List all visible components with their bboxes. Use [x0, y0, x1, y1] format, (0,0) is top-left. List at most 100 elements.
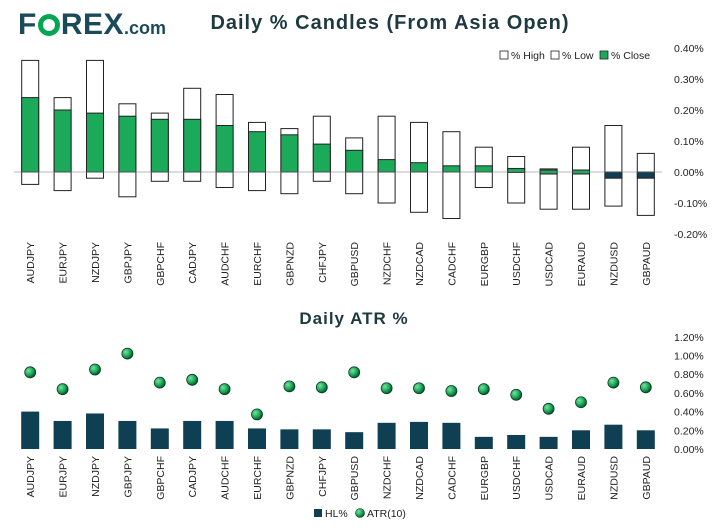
hl-bar [21, 411, 40, 449]
logo-domain: .com [124, 18, 167, 38]
atr-x-tick-label: CADCHF [446, 456, 458, 500]
candles-legend-swatch [499, 50, 509, 60]
atr-x-tick-label: CHFJPY [317, 456, 329, 497]
candle-close-bar [215, 125, 234, 173]
candles-y-tick-label: -0.10% [674, 198, 707, 210]
candle-close-bar [474, 165, 493, 173]
candle-range-bar [442, 131, 461, 219]
candle-range-bar [636, 152, 655, 216]
atr-marker [639, 381, 652, 394]
hl-bar [474, 436, 493, 449]
atr-legend-swatch [314, 509, 322, 517]
atr-x-tick-label: NZDUSD [608, 456, 620, 500]
candles-legend-swatch [550, 50, 560, 60]
atr-marker [315, 381, 328, 394]
candles-x-tick-label: CADJPY [187, 242, 199, 283]
candles-x-tick-label: USDCHF [511, 242, 523, 286]
candles-x-tick-label: GBPAUD [641, 242, 653, 286]
atr-marker [251, 408, 263, 421]
atr-legend-label: ATR(10) [367, 508, 406, 520]
atr-x-tick-label: AUDCHF [220, 456, 232, 500]
atr-y-tick-label: 0.20% [674, 425, 704, 437]
candles-x-tick-label: GBPJPY [122, 242, 134, 283]
atr-marker [24, 366, 37, 379]
atr-x-tick-label: CADJPY [187, 456, 199, 497]
hl-bar [507, 434, 526, 449]
forex-logo: F REX .com [18, 8, 166, 44]
atr-marker [153, 376, 166, 389]
candles-y-tick-label: 0.00% [674, 167, 704, 179]
atr-x-tick-label: GBPUSD [349, 456, 361, 501]
atr-x-tick-label: GBPCHF [155, 456, 167, 500]
atr-marker [477, 383, 490, 396]
atr-x-tick-label: NZDCAD [414, 456, 426, 500]
candle-close-bar [442, 165, 461, 173]
atr-marker [283, 380, 296, 393]
candles-legend-label: % Close [611, 50, 650, 62]
atr-x-tick-label: USDCHF [511, 456, 523, 500]
hl-bar [248, 428, 266, 449]
atr-marker [348, 366, 361, 379]
hl-bar [215, 420, 234, 449]
atr-x-tick-label: GBPAUD [641, 456, 653, 500]
hl-bar [539, 436, 558, 449]
atr-marker [121, 347, 134, 360]
atr-y-tick-label: 0.80% [674, 369, 704, 381]
hl-bar [604, 424, 623, 449]
candle-range-bar [507, 156, 526, 204]
atr-x-tick-label: NZDJPY [90, 456, 102, 497]
hl-bar [280, 429, 299, 449]
candles-x-tick-label: USDCAD [544, 242, 556, 287]
atr-marker [542, 402, 555, 415]
candles-chart: -0.20% -0.10% 0.00% 0.10% 0.20% 0.30% 0.40% AUD… [14, 43, 707, 286]
candle-close-bar [507, 167, 526, 173]
hl-bar [377, 422, 396, 449]
atr-legend-swatch [355, 508, 365, 518]
atr-chart: 0.00% 0.20% 0.40% 0.60% 0.80% 1.00% 1.20% AUDJP… [21, 332, 704, 501]
atr-x-tick-label: EURAUD [576, 456, 588, 501]
hl-bar [345, 432, 364, 449]
atr-marker [56, 383, 69, 396]
candles-y-tick-label: 0.20% [674, 105, 704, 117]
hl-bar [442, 422, 461, 449]
atr-marker [380, 382, 393, 395]
hl-bar [150, 428, 169, 449]
candle-close-bar [312, 143, 331, 173]
candle-close-bar [150, 118, 169, 173]
hl-bar [572, 430, 590, 449]
candles-x-tick-label: GBPNZD [284, 242, 296, 286]
candle-range-bar [572, 146, 590, 210]
hl-bar [118, 420, 137, 449]
atr-y-tick-label: 0.00% [674, 444, 704, 456]
candles-y-tick-label: 0.10% [674, 136, 704, 148]
atr-marker [607, 376, 620, 389]
hl-bar [53, 420, 72, 449]
atr-x-tick-label: EURCHF [252, 456, 264, 500]
candle-close-bar [86, 112, 104, 173]
atr-x-tick-label: EURJPY [58, 456, 70, 497]
candles-x-tick-label: EURCHF [252, 242, 264, 286]
candles-x-tick-label: CHFJPY [317, 242, 329, 283]
atr-marker [186, 373, 199, 386]
candle-close-bar [410, 162, 428, 173]
candle-close-bar [21, 97, 40, 173]
atr-x-tick-label: EURGBP [479, 456, 491, 500]
candles-x-tick-label: AUDJPY [25, 242, 37, 283]
logo-suffix: REX [60, 8, 125, 41]
logo-o-icon [37, 14, 60, 36]
candle-close-bar [636, 171, 655, 179]
candles-x-tick-label: NZDJPY [90, 242, 102, 283]
hl-bar [636, 430, 655, 449]
candles-x-tick-label: EURGBP [479, 242, 491, 286]
atr-x-tick-label: USDCAD [544, 456, 556, 501]
candles-x-tick-label: EURAUD [576, 242, 588, 287]
atr-x-tick-label: GBPJPY [122, 456, 134, 497]
hl-bar [410, 421, 428, 449]
candles-y-tick-label: 0.30% [674, 74, 704, 86]
atr-legend-label: HL% [325, 508, 348, 520]
atr-marker [510, 388, 523, 401]
candle-close-bar [248, 131, 266, 173]
candle-close-bar [53, 109, 72, 173]
candle-close-bar [377, 159, 396, 173]
